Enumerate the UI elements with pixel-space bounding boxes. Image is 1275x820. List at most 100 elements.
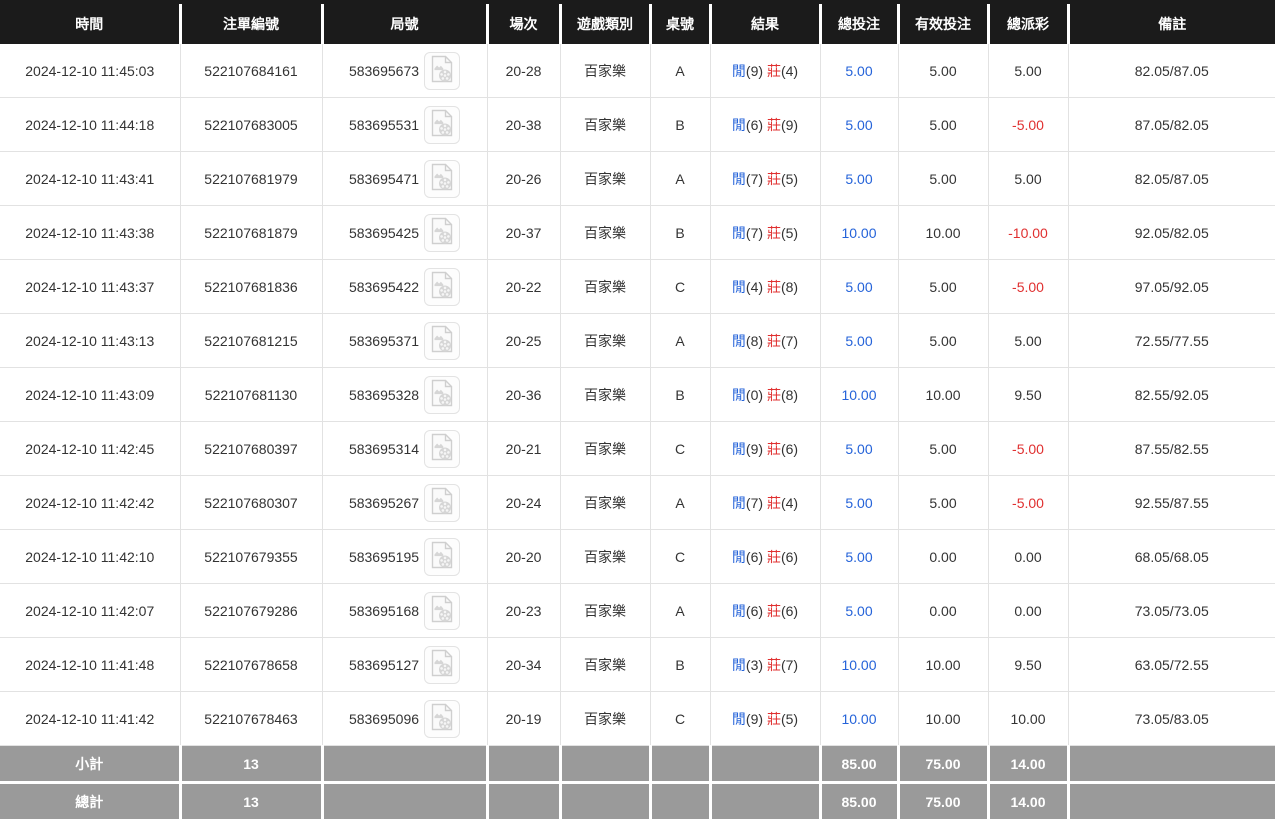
video-replay-icon	[430, 433, 454, 464]
total-bet-cell[interactable]: 5.00	[819, 421, 899, 476]
total-bet-cell[interactable]: 10.00	[819, 205, 899, 260]
total-payout-cell: -10.00	[987, 205, 1069, 260]
round-no-cell: 583695328	[321, 367, 488, 422]
total-payout-cell: 9.50	[987, 637, 1069, 692]
round-no-cell: 583695096	[321, 691, 488, 746]
table-row: 2024-12-10 11:42:42 522107680307 5836952…	[0, 475, 1275, 530]
player-result-value: (9)	[745, 62, 764, 79]
round-video-button[interactable]	[424, 591, 461, 630]
round-video-button[interactable]	[424, 645, 461, 684]
session-cell: 20-38	[486, 97, 561, 152]
remark-cell: 87.05/82.05	[1067, 97, 1275, 152]
valid-bet-cell: 10.00	[897, 691, 989, 746]
col-header-bet-id: 注單編號	[178, 0, 322, 44]
total-bet-cell[interactable]: 10.00	[819, 691, 899, 746]
round-video-button[interactable]	[424, 537, 461, 576]
table-no-cell: B	[649, 367, 711, 422]
round-no-value: 583695422	[348, 278, 420, 295]
session-cell: 20-19	[486, 691, 561, 746]
table-no-cell: C	[649, 421, 711, 476]
round-video-button[interactable]	[424, 267, 461, 306]
time-cell: 2024-12-10 11:43:41	[0, 151, 181, 206]
result-cell: 閒(8) 莊(7)	[709, 313, 821, 368]
total-bet-cell[interactable]: 5.00	[819, 313, 899, 368]
valid-bet-cell: 5.00	[897, 259, 989, 314]
remark-cell: 92.05/82.05	[1067, 205, 1275, 260]
total-payout-cell: 9.50	[987, 367, 1069, 422]
player-result-label: 閒	[731, 710, 746, 727]
player-result-value: (3)	[745, 656, 764, 673]
banker-result-value: (6)	[780, 440, 799, 457]
round-video-button[interactable]	[424, 699, 461, 738]
grand-total-total-bet: 85.00	[818, 782, 898, 819]
video-replay-icon	[430, 595, 454, 626]
subtotal-empty-session	[485, 745, 560, 784]
round-video-button[interactable]	[424, 375, 461, 414]
bet-id-cell: 522107681215	[179, 313, 323, 368]
valid-bet-cell: 0.00	[897, 583, 989, 638]
session-cell: 20-22	[486, 259, 561, 314]
round-no-value: 583695531	[348, 116, 420, 133]
remark-cell: 73.05/73.05	[1067, 583, 1275, 638]
total-bet-cell[interactable]: 10.00	[819, 637, 899, 692]
player-result-label: 閒	[731, 116, 746, 133]
total-payout-cell: 5.00	[987, 151, 1069, 206]
bet-id-cell: 522107681130	[179, 367, 323, 422]
round-video-button[interactable]	[424, 159, 461, 198]
total-payout-cell: -5.00	[987, 97, 1069, 152]
session-cell: 20-25	[486, 313, 561, 368]
table-no-cell: A	[649, 44, 711, 98]
total-bet-cell[interactable]: 5.00	[819, 44, 899, 98]
table-row: 2024-12-10 11:44:18 522107683005 5836955…	[0, 97, 1275, 152]
game-type-cell: 百家樂	[559, 259, 651, 314]
total-bet-cell[interactable]: 5.00	[819, 97, 899, 152]
total-bet-cell[interactable]: 5.00	[819, 583, 899, 638]
banker-result-label: 莊	[766, 386, 781, 403]
round-no-value: 583695425	[348, 224, 420, 241]
round-no-value: 583695371	[348, 332, 420, 349]
total-bet-cell[interactable]: 5.00	[819, 529, 899, 584]
total-bet-cell[interactable]: 10.00	[819, 367, 899, 422]
session-cell: 20-28	[486, 44, 561, 98]
result-cell: 閒(7) 莊(5)	[709, 205, 821, 260]
subtotal-label: 小計	[0, 745, 180, 784]
table-header: 時間 注單編號 局號 場次 遊戲類別 桌號 結果 總投注 有效投注 總派彩 備註	[0, 0, 1275, 44]
round-video-button[interactable]	[424, 105, 461, 144]
round-no-cell: 583695471	[321, 151, 488, 206]
video-replay-icon	[430, 703, 454, 734]
total-bet-cell[interactable]: 5.00	[819, 151, 899, 206]
table-no-cell: C	[649, 529, 711, 584]
col-header-total-bet: 總投注	[818, 0, 898, 44]
banker-result-label: 莊	[766, 548, 781, 565]
result-cell: 閒(9) 莊(6)	[709, 421, 821, 476]
player-result-value: (7)	[745, 170, 764, 187]
round-video-button[interactable]	[424, 483, 461, 522]
result-cell: 閒(7) 莊(4)	[709, 475, 821, 530]
subtotal-empty-table-no	[648, 745, 710, 784]
banker-result-value: (8)	[780, 386, 799, 403]
banker-result-label: 莊	[766, 440, 781, 457]
result-cell: 閒(6) 莊(9)	[709, 97, 821, 152]
total-bet-cell[interactable]: 5.00	[819, 259, 899, 314]
round-video-button[interactable]	[424, 429, 461, 468]
bet-id-cell: 522107681879	[179, 205, 323, 260]
valid-bet-cell: 0.00	[897, 529, 989, 584]
round-video-button[interactable]	[424, 321, 461, 360]
round-video-button[interactable]	[424, 213, 461, 252]
time-cell: 2024-12-10 11:45:03	[0, 44, 181, 98]
round-no-value: 583695267	[348, 494, 420, 511]
player-result-label: 閒	[731, 224, 746, 241]
banker-result-label: 莊	[766, 62, 781, 79]
round-no-cell: 583695422	[321, 259, 488, 314]
player-result-label: 閒	[731, 494, 746, 511]
player-result-label: 閒	[731, 656, 746, 673]
total-bet-cell[interactable]: 5.00	[819, 475, 899, 530]
grand-total-label: 總計	[0, 782, 180, 819]
remark-cell: 82.05/87.05	[1067, 44, 1275, 98]
total-payout-cell: -5.00	[987, 259, 1069, 314]
round-video-button[interactable]	[424, 51, 461, 90]
bet-id-cell: 522107681979	[179, 151, 323, 206]
bet-id-cell: 522107680307	[179, 475, 323, 530]
banker-result-value: (6)	[780, 602, 799, 619]
result-cell: 閒(9) 莊(4)	[709, 44, 821, 98]
